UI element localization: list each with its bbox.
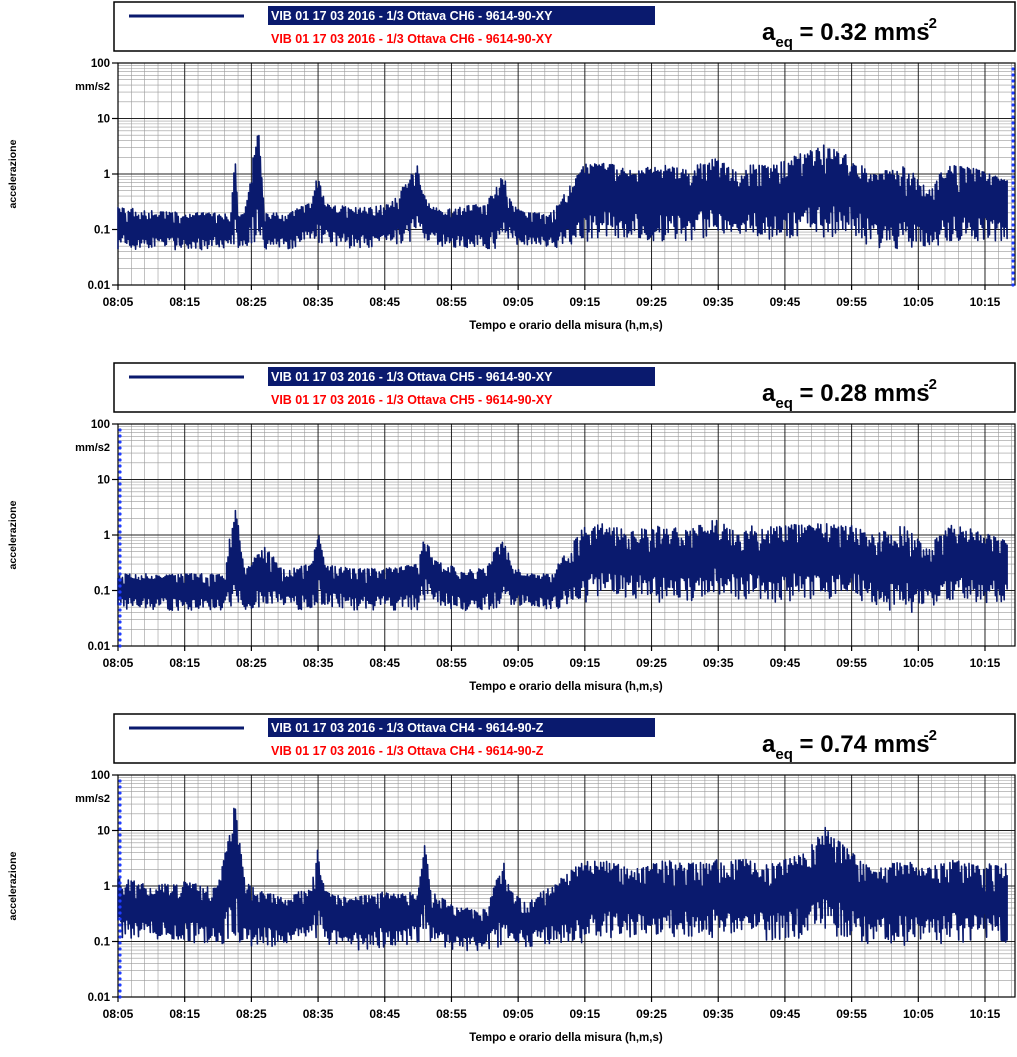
y-tick-label: 0.01	[88, 280, 111, 292]
x-axis-label: Tempo e orario della misura (h,m,s)	[469, 1032, 663, 1044]
x-tick-label: 10:05	[903, 1007, 934, 1021]
x-tick-label: 08:05	[103, 1007, 134, 1021]
y-tick-label: 0.1	[94, 586, 111, 598]
y-axis-label: accelerazione	[7, 851, 19, 920]
x-axis-label: Tempo e orario della misura (h,m,s)	[469, 681, 663, 693]
y-unit-label: mm/s2	[75, 793, 110, 805]
x-tick-label: 08:25	[236, 295, 267, 309]
chart-svg: VIB 01 17 03 2016 - 1/3 Ottava CH6 - 961…	[7, 1, 1016, 332]
x-tick-label: 09:45	[770, 656, 801, 670]
legend-secondary-label: VIB 01 17 03 2016 - 1/3 Ottava CH4 - 961…	[271, 744, 544, 758]
edge-dot-marker	[118, 428, 122, 648]
x-tick-label: 08:15	[169, 295, 200, 309]
x-tick-label: 09:35	[703, 295, 734, 309]
x-tick-label: 08:25	[236, 656, 267, 670]
x-tick-label: 10:05	[903, 656, 934, 670]
x-tick-label: 09:15	[569, 1007, 600, 1021]
x-tick-label: 08:45	[369, 1007, 400, 1021]
x-tick-label: 09:35	[703, 1007, 734, 1021]
y-tick-label: 0.01	[88, 641, 111, 653]
legend-secondary-label: VIB 01 17 03 2016 - 1/3 Ottava CH6 - 961…	[271, 32, 553, 46]
chart-panel-2: VIB 01 17 03 2016 - 1/3 Ottava CH5 - 961…	[0, 361, 1017, 706]
y-unit-label: mm/s2	[75, 81, 110, 93]
x-tick-label: 09:25	[636, 295, 667, 309]
legend-series-label: VIB 01 17 03 2016 - 1/3 Ottava CH4 - 961…	[271, 721, 544, 735]
x-tick-label: 09:55	[836, 295, 867, 309]
x-tick-label: 10:05	[903, 295, 934, 309]
x-tick-label: 09:15	[569, 295, 600, 309]
x-tick-label: 10:15	[970, 295, 1001, 309]
y-tick-label: 100	[91, 770, 110, 782]
x-tick-label: 08:35	[303, 1007, 334, 1021]
y-tick-label: 1	[104, 881, 111, 893]
x-tick-label: 08:25	[236, 1007, 267, 1021]
x-axis-label: Tempo e orario della misura (h,m,s)	[469, 320, 663, 332]
x-tick-label: 08:45	[369, 656, 400, 670]
legend-box	[113, 362, 1016, 413]
y-tick-label: 10	[97, 114, 110, 126]
edge-dot-marker	[118, 779, 122, 999]
x-tick-label: 09:05	[503, 1007, 534, 1021]
x-tick-label: 09:05	[503, 656, 534, 670]
legend-label-highlight	[268, 718, 655, 737]
aeq-value: aeq = 0.32 mms-2	[762, 15, 937, 51]
legend-series-label: VIB 01 17 03 2016 - 1/3 Ottava CH5 - 961…	[271, 370, 553, 384]
series-line	[117, 807, 1008, 952]
y-tick-label: 1	[104, 169, 111, 181]
x-tick-label: 08:15	[169, 1007, 200, 1021]
x-tick-label: 09:55	[836, 656, 867, 670]
y-tick-label: 100	[91, 419, 110, 431]
aeq-value: aeq = 0.74 mms-2	[762, 727, 937, 763]
x-tick-label: 09:05	[503, 295, 534, 309]
x-tick-label: 08:35	[303, 295, 334, 309]
chart-panel-1: VIB 01 17 03 2016 - 1/3 Ottava CH6 - 961…	[0, 0, 1017, 345]
x-tick-label: 09:25	[636, 1007, 667, 1021]
y-tick-label: 0.1	[94, 225, 111, 237]
legend-label-highlight	[268, 367, 655, 386]
y-tick-label: 0.1	[94, 937, 111, 949]
grid	[117, 423, 1015, 646]
y-tick-label: 100	[91, 58, 110, 70]
chart-svg: VIB 01 17 03 2016 - 1/3 Ottava CH4 - 961…	[7, 713, 1016, 1044]
x-tick-label: 10:15	[970, 656, 1001, 670]
y-tick-label: 1	[104, 530, 111, 542]
x-tick-label: 08:15	[169, 656, 200, 670]
x-tick-label: 08:55	[436, 1007, 467, 1021]
y-unit-label: mm/s2	[75, 442, 110, 454]
aeq-value: aeq = 0.28 mms-2	[762, 376, 937, 412]
chart-panel-3: VIB 01 17 03 2016 - 1/3 Ottava CH4 - 961…	[0, 712, 1017, 1057]
legend-series-label: VIB 01 17 03 2016 - 1/3 Ottava CH6 - 961…	[271, 9, 553, 23]
x-tick-label: 08:55	[436, 656, 467, 670]
x-tick-label: 09:55	[836, 1007, 867, 1021]
x-tick-label: 08:05	[103, 656, 134, 670]
x-tick-label: 09:45	[770, 1007, 801, 1021]
edge-dot-marker	[1011, 67, 1015, 287]
x-tick-label: 08:05	[103, 295, 134, 309]
x-tick-label: 09:35	[703, 656, 734, 670]
series-line	[117, 509, 1008, 613]
legend-secondary-label: VIB 01 17 03 2016 - 1/3 Ottava CH5 - 961…	[271, 393, 553, 407]
x-tick-label: 08:35	[303, 656, 334, 670]
y-tick-label: 0.01	[88, 992, 111, 1004]
y-axis-label: accelerazione	[7, 139, 19, 208]
legend-label-highlight	[268, 6, 655, 25]
y-tick-label: 10	[97, 475, 110, 487]
x-tick-label: 09:25	[636, 656, 667, 670]
x-tick-label: 10:15	[970, 1007, 1001, 1021]
chart-svg: VIB 01 17 03 2016 - 1/3 Ottava CH5 - 961…	[7, 362, 1016, 693]
series-line	[117, 134, 1008, 251]
x-tick-label: 08:45	[369, 295, 400, 309]
y-tick-label: 10	[97, 826, 110, 838]
x-tick-label: 09:15	[569, 656, 600, 670]
y-axis-label: accelerazione	[7, 500, 19, 569]
x-tick-label: 08:55	[436, 295, 467, 309]
x-tick-label: 09:45	[770, 295, 801, 309]
